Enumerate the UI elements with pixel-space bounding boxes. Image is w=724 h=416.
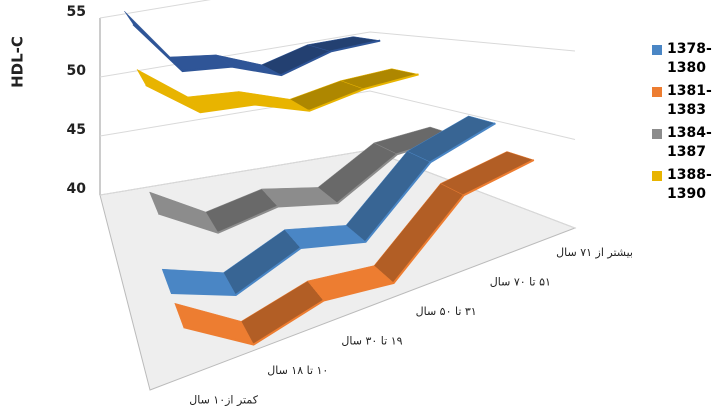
legend-item: 1384-1387: [652, 124, 718, 162]
x-tick-label: ۱۹ تا ۳۰ سال: [341, 335, 402, 348]
legend-label: 1388-1390: [667, 167, 712, 202]
legend-swatch: [652, 129, 662, 139]
legend-label: 1384-1387: [667, 125, 712, 160]
series-line: [183, 159, 535, 346]
series-line: [132, 23, 381, 77]
series: [161, 115, 497, 297]
series: [136, 68, 419, 114]
legend-item: 1378-1380: [652, 40, 718, 78]
legend-item: 1381-1383: [652, 82, 718, 120]
grid-line: [99, 0, 212, 19]
x-tick-label: ۳۱ تا ۵۰ سال: [416, 305, 477, 318]
series-line: [170, 122, 496, 297]
ribbon: [439, 151, 535, 196]
y-tick-label: 55: [67, 4, 86, 20]
legend: 1378-1380 1381-1383 1384-1387 1388-1390: [652, 40, 718, 208]
series-line: [145, 73, 419, 114]
grid-line: [99, 90, 576, 140]
y-tick-label: 40: [67, 181, 87, 197]
x-tick-label: کمتر از۱۰ سال: [189, 394, 259, 407]
y-tick-label: 50: [67, 63, 87, 79]
legend-swatch: [652, 87, 662, 97]
legend-swatch: [652, 171, 662, 181]
x-tick-label: ۱۰ تا ۱۸ سال: [267, 364, 328, 377]
legend-item: 1388-1390: [652, 166, 718, 204]
legend-label: 1381-1383: [667, 83, 712, 118]
x-tick-label: بیشتر از ۷۱ سال: [556, 246, 633, 259]
ribbon: [136, 68, 201, 113]
series: [124, 10, 381, 77]
series: [149, 126, 458, 234]
grid-line: [99, 31, 576, 78]
y-tick-label: 45: [67, 122, 86, 138]
series: [174, 151, 535, 346]
legend-swatch: [652, 45, 662, 55]
legend-label: 1378-1380: [667, 41, 712, 76]
y-axis-title: HDL-C: [9, 36, 27, 88]
x-tick-label: ۵۱ تا ۷۰ سال: [490, 275, 551, 288]
